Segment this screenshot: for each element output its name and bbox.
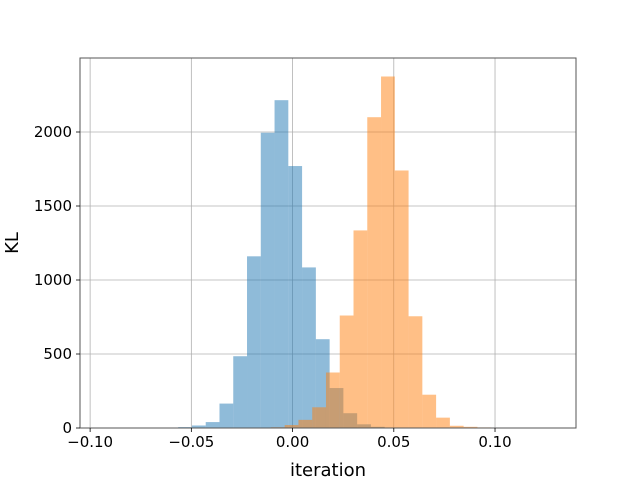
histogram-bar-series-1 (302, 267, 316, 428)
histogram-bar-series-2 (408, 316, 423, 428)
y-tick-label: 2000 (34, 123, 72, 141)
histogram-bar-series-2 (298, 419, 313, 428)
histogram-bar-series-2 (339, 315, 354, 428)
histogram-bar-series-2 (394, 170, 409, 429)
histogram-bar-series-2 (353, 230, 368, 428)
y-tick-label: 500 (43, 345, 72, 363)
histogram-bar-series-1 (274, 100, 289, 429)
x-tick-label: 0.10 (478, 433, 511, 451)
histogram-bar-series-1 (247, 256, 261, 428)
x-tick-label: 0.05 (377, 433, 410, 451)
histogram-bar-series-2 (284, 425, 299, 428)
histogram-bar-series-2 (449, 425, 464, 428)
histogram-bar-series-1 (205, 422, 220, 428)
y-tick-label: 1000 (34, 271, 72, 289)
axis-ticks: −0.10 −0.05 0.00 0.05 0.10 0 500 1000 1500 2000 (34, 123, 512, 451)
x-tick-label: −0.05 (168, 433, 214, 451)
y-tick-label: 0 (62, 419, 72, 437)
plot-frame (79, 57, 577, 429)
histogram-bar-series-2 (463, 426, 478, 428)
histogram-bars (109, 76, 547, 429)
histogram-bar-series-1 (191, 425, 206, 428)
histogram-bar-series-1 (288, 166, 303, 429)
x-tick-label: −0.10 (67, 433, 113, 451)
y-axis-label: KL (2, 232, 23, 254)
x-tick-label: 0.00 (276, 433, 309, 451)
histogram-bar-series-2 (367, 117, 382, 428)
x-axis-label: iteration (290, 460, 366, 480)
histogram-bar-series-1 (233, 356, 248, 428)
histogram-bar-series-2 (312, 407, 326, 428)
histogram-bar-series-2 (422, 394, 437, 428)
y-tick-label: 1500 (34, 197, 72, 215)
histogram-bar-series-2 (381, 76, 395, 428)
histogram-bar-series-1 (219, 403, 234, 428)
histogram-bar-series-1 (260, 132, 275, 429)
histogram-bar-series-2 (436, 417, 450, 428)
histogram-bar-series-2 (325, 372, 340, 428)
